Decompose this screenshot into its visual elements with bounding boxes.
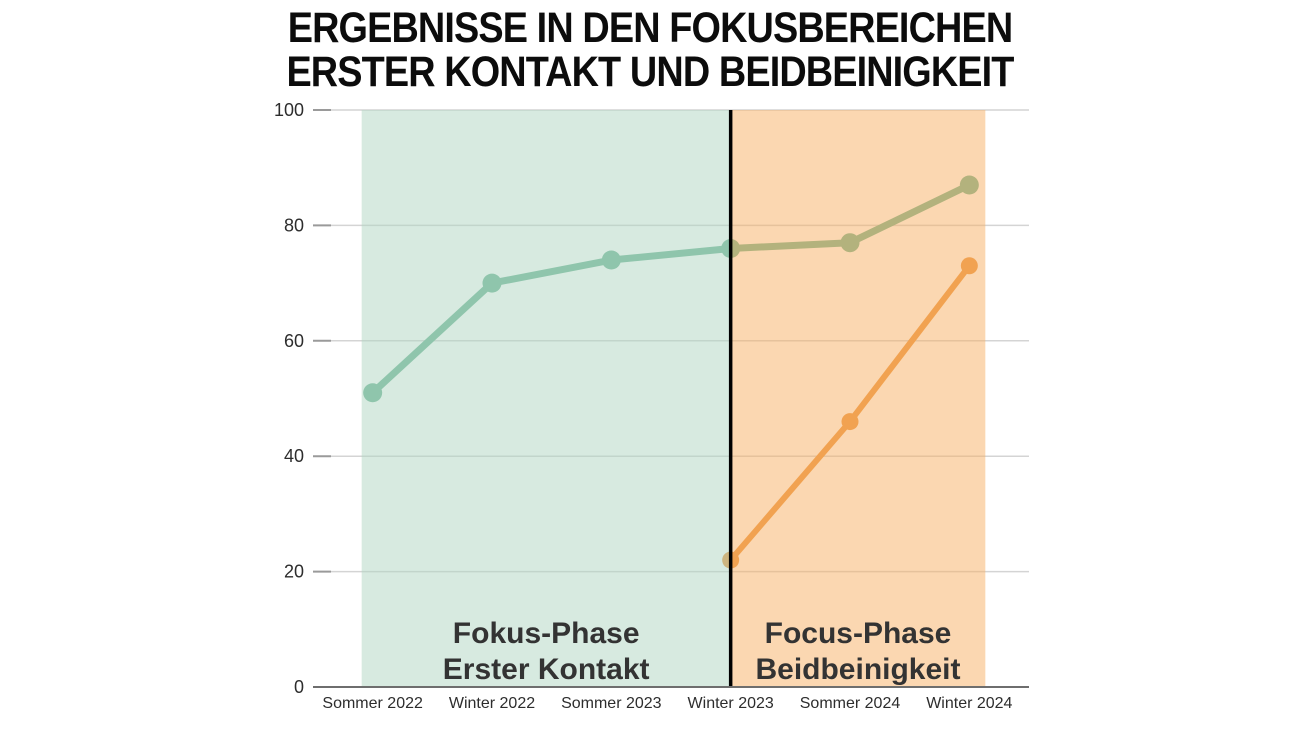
region-erster-kontakt <box>361 110 731 687</box>
chart-title-line-2: ERSTER KONTAKT UND BEIDBEINIGKEIT <box>286 48 1014 96</box>
y-tick-label-100: 100 <box>274 100 304 120</box>
region-label-beidbeinigkeit-line-1: Focus-Phase <box>765 617 952 650</box>
region-label-erster-kontakt-line-2: Erster Kontakt <box>443 653 650 686</box>
x-tick-label-3: Sommer 2023 <box>561 695 662 712</box>
y-tick-label-20: 20 <box>284 562 304 582</box>
x-tick-label-4: Winter 2023 <box>688 695 774 712</box>
y-tick-label-60: 60 <box>284 331 304 351</box>
region-beidbeinigkeit <box>730 110 986 687</box>
chart-title: ERGEBNISSE IN DEN FOKUSBEREICHEN ERSTER … <box>78 6 1222 94</box>
y-tick-label-40: 40 <box>284 446 304 466</box>
x-tick-label-5: Sommer 2024 <box>800 695 901 712</box>
x-tick-label-2: Winter 2022 <box>449 695 535 712</box>
y-tick-label-80: 80 <box>284 215 304 235</box>
x-tick-label-1: Sommer 2022 <box>322 695 423 712</box>
x-tick-label-6: Winter 2024 <box>926 695 1012 712</box>
region-label-erster-kontakt-line-1: Fokus-Phase <box>453 617 640 650</box>
y-tick-label-0: 0 <box>294 677 304 697</box>
chart-title-line-1: ERGEBNISSE IN DEN FOKUSBEREICHEN <box>287 4 1013 52</box>
region-label-beidbeinigkeit-line-2: Beidbeinigkeit <box>755 653 960 686</box>
